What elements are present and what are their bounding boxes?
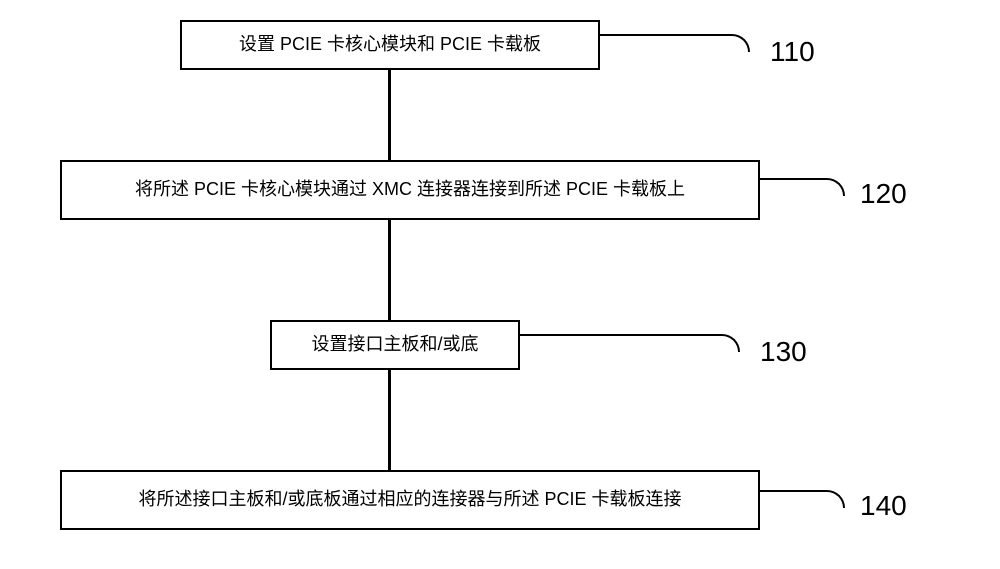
flowchart-container: 设置 PCIE 卡核心模块和 PCIE 卡载板 110 将所述 PCIE 卡核心… — [0, 0, 1000, 569]
label-curve-4 — [760, 490, 845, 508]
label-curve-1 — [600, 34, 750, 52]
connector-3-4 — [388, 370, 391, 470]
step-label-4: 140 — [860, 490, 907, 522]
step-box-2: 将所述 PCIE 卡核心模块通过 XMC 连接器连接到所述 PCIE 卡载板上 — [60, 160, 760, 220]
connector-2-3 — [388, 220, 391, 320]
step-box-1: 设置 PCIE 卡核心模块和 PCIE 卡载板 — [180, 20, 600, 70]
step-box-3: 设置接口主板和/或底 — [270, 320, 520, 370]
step-label-2: 120 — [860, 178, 907, 210]
step-text-2: 将所述 PCIE 卡核心模块通过 XMC 连接器连接到所述 PCIE 卡载板上 — [135, 177, 685, 202]
step-text-4: 将所述接口主板和/或底板通过相应的连接器与所述 PCIE 卡载板连接 — [138, 487, 681, 512]
step-label-1: 110 — [770, 36, 815, 68]
connector-1-2 — [388, 70, 391, 160]
step-text-1: 设置 PCIE 卡核心模块和 PCIE 卡载板 — [239, 32, 541, 57]
label-curve-2 — [760, 178, 845, 196]
step-text-3: 设置接口主板和/或底 — [311, 332, 478, 357]
step-box-4: 将所述接口主板和/或底板通过相应的连接器与所述 PCIE 卡载板连接 — [60, 470, 760, 530]
step-label-3: 130 — [760, 336, 807, 368]
label-curve-3 — [520, 334, 740, 352]
